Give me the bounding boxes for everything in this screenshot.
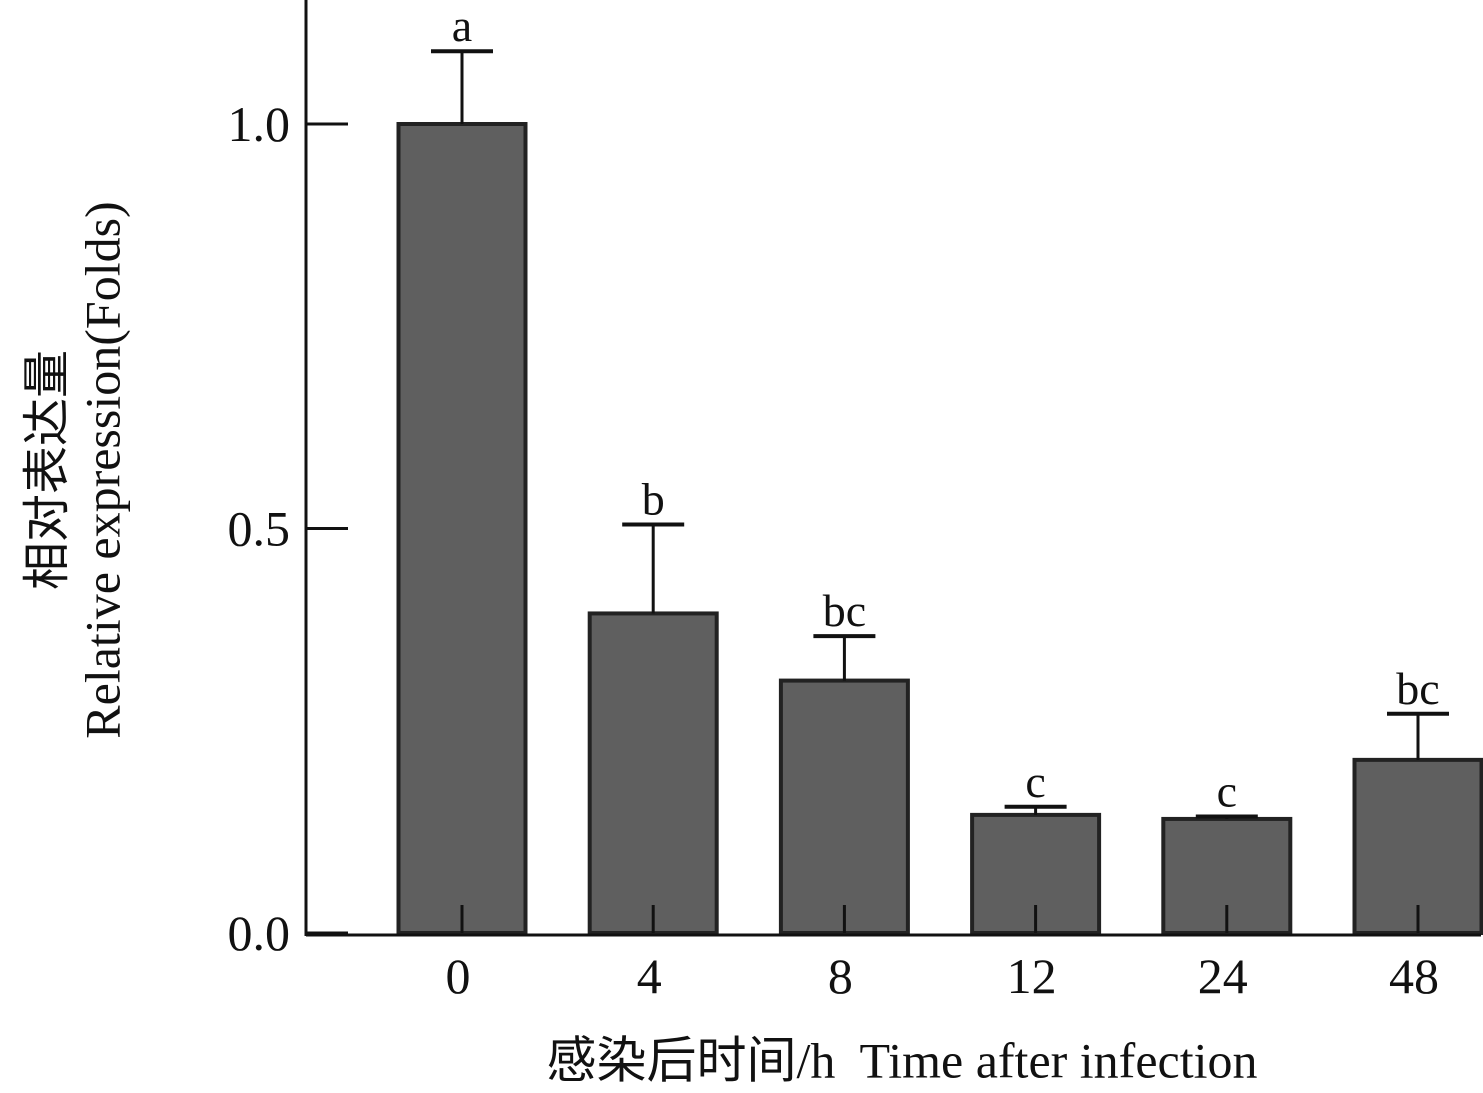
x-tick-label-8: 8 <box>828 948 853 1004</box>
significance-label-12: c <box>1025 756 1045 807</box>
significance-label-24: c <box>1217 766 1237 817</box>
y-tick-label-1.0: 1.0 <box>228 96 291 152</box>
x-tick-label-12: 12 <box>1007 948 1057 1004</box>
x-tick-label-24: 24 <box>1198 948 1248 1004</box>
significance-label-48: bc <box>1396 663 1439 714</box>
bar-0 <box>396 122 528 935</box>
y-ticks-layer <box>306 122 1420 935</box>
error-bars-layer <box>431 49 1449 819</box>
labels-layer: a 0 b 4 bc 8 c 12 c 24 bc 48 0.0 0.5 1.0 <box>228 0 1440 1004</box>
x-axis-title: 感染后时间/h Time after infection <box>546 1032 1257 1088</box>
y-axis-title-en: Relative expression(Folds) <box>74 201 130 738</box>
x-tick-label-48: 48 <box>1389 948 1439 1004</box>
bars-layer <box>396 122 1483 936</box>
bar-4 <box>587 611 719 935</box>
y-tick-label-0.5: 0.5 <box>228 501 291 557</box>
significance-label-8: bc <box>823 585 866 636</box>
y-axis-title-cn: 相对表达量 <box>19 350 75 590</box>
axes <box>304 0 1481 937</box>
significance-label-4: b <box>642 473 665 524</box>
bar-8 <box>778 678 910 935</box>
y-tick-label-0.0: 0.0 <box>228 905 291 961</box>
x-tick-label-0: 0 <box>446 948 471 1004</box>
x-tick-label-4: 4 <box>637 948 662 1004</box>
significance-label-0: a <box>452 0 472 51</box>
